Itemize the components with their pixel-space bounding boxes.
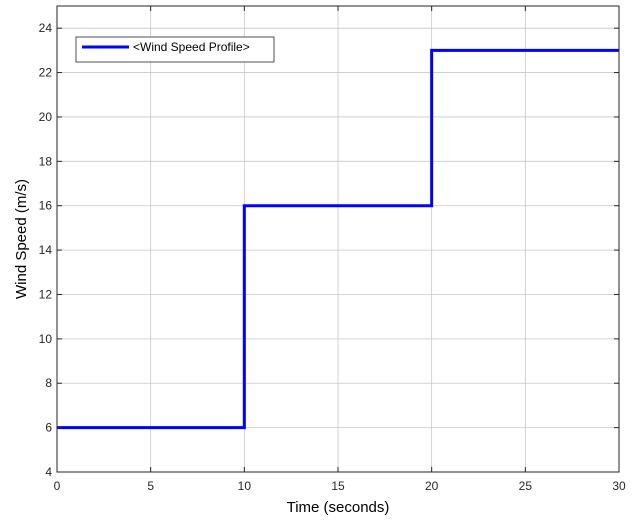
- y-tick-label: 24: [39, 21, 53, 35]
- legend: <Wind Speed Profile>: [75, 36, 275, 63]
- y-tick-label: 12: [39, 287, 53, 301]
- y-tick-label: 10: [39, 332, 53, 346]
- y-tick-label: 22: [39, 66, 53, 80]
- x-tick-label: 5: [147, 479, 154, 493]
- y-tick-label: 8: [45, 376, 52, 390]
- series-layer: [57, 48, 619, 430]
- x-tick-label: 20: [425, 479, 439, 493]
- x-tick-label: 10: [238, 479, 252, 493]
- y-axis-label: Wind Speed (m/s): [13, 179, 30, 299]
- x-axis-label: Time (seconds): [287, 499, 390, 516]
- y-tick-label: 4: [45, 465, 52, 479]
- x-tick-label: 30: [612, 479, 626, 493]
- legend-box: [75, 36, 275, 63]
- x-tick-label: 0: [54, 479, 61, 493]
- y-tick-label: 14: [39, 243, 53, 257]
- y-tick-label: 6: [45, 421, 52, 435]
- y-tick-label: 20: [39, 110, 53, 124]
- axis-ticks: 0 5 10 15 20 25 30 4 6 8 10 12 14 16 18 20 22 24: [39, 6, 626, 493]
- y-tick-label: 18: [39, 154, 53, 168]
- x-tick-label: 25: [519, 479, 533, 493]
- x-tick-label: 15: [331, 479, 345, 493]
- y-tick-label: 16: [39, 199, 53, 213]
- series-line: [57, 48, 619, 430]
- legend-label: <Wind Speed Profile>: [133, 40, 250, 54]
